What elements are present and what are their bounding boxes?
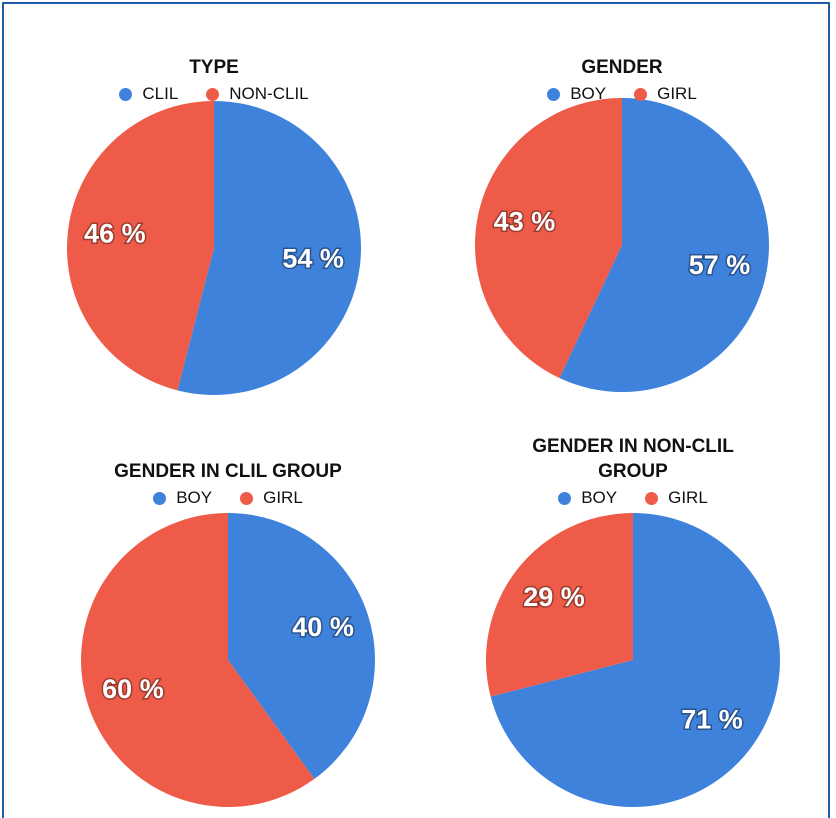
legend-swatch — [240, 491, 254, 505]
legend-label: GIRL — [263, 488, 303, 507]
legend-item: NON-CLIL — [206, 84, 309, 104]
chart-title: GENDER IN NON-CLIL GROUP — [532, 436, 734, 482]
legend-label: BOY — [176, 488, 213, 507]
legend-label: GIRL — [668, 488, 708, 507]
pie-slice — [559, 98, 770, 392]
legend-swatch — [119, 87, 133, 101]
legend-label: GIRL — [657, 84, 697, 103]
value-label: 71 % — [681, 704, 743, 734]
legend-item: GIRL — [634, 84, 697, 104]
legend-swatch — [153, 491, 167, 505]
chart-header: GENDER IN NON-CLIL GROUP BOY GIRL — [483, 434, 783, 508]
legend-swatch — [206, 87, 220, 101]
pie-slice — [490, 513, 780, 807]
pie-slice — [228, 513, 375, 779]
value-label: 29 % — [523, 582, 585, 612]
legend: BOY GIRL — [153, 488, 303, 508]
pie-slice — [80, 512, 315, 807]
legend-swatch — [645, 491, 659, 505]
legend-item: BOY — [558, 488, 617, 508]
legend-item: CLIL — [119, 84, 178, 104]
chart-title: GENDER IN CLIL GROUP — [114, 461, 342, 482]
legend-label: CLIL — [142, 84, 179, 103]
legend-item: BOY — [547, 84, 606, 104]
legend-swatch — [547, 87, 561, 101]
value-label: 54 % — [282, 244, 344, 274]
value-label: 46 % — [84, 219, 146, 249]
legend-label: BOY — [581, 488, 618, 507]
value-label: 57 % — [689, 250, 751, 280]
pie-slice — [67, 101, 214, 391]
chart-header: GENDER BOY GIRL — [472, 55, 772, 104]
chart-header: TYPE CLIL NON-CLIL — [64, 55, 364, 104]
value-label: 43 % — [494, 206, 556, 236]
chart-title: TYPE — [189, 57, 239, 78]
legend-label: BOY — [570, 84, 607, 103]
legend-swatch — [558, 491, 572, 505]
legend: BOY GIRL — [558, 488, 708, 508]
legend-swatch — [634, 87, 648, 101]
pie-slice — [475, 98, 622, 379]
legend: BOY GIRL — [547, 84, 697, 104]
legend: CLIL NON-CLIL — [119, 84, 309, 104]
chart-title: GENDER — [581, 57, 663, 78]
pie-slice — [486, 513, 633, 697]
chart-header: GENDER IN CLIL GROUP BOY GIRL — [78, 459, 378, 508]
value-label: 60 % — [102, 674, 164, 704]
legend-item: GIRL — [645, 488, 708, 508]
legend-item: GIRL — [240, 488, 303, 508]
legend-item: BOY — [153, 488, 212, 508]
pie-slice — [177, 101, 362, 395]
legend-label: NON-CLIL — [229, 84, 309, 103]
value-label: 40 % — [292, 612, 354, 642]
